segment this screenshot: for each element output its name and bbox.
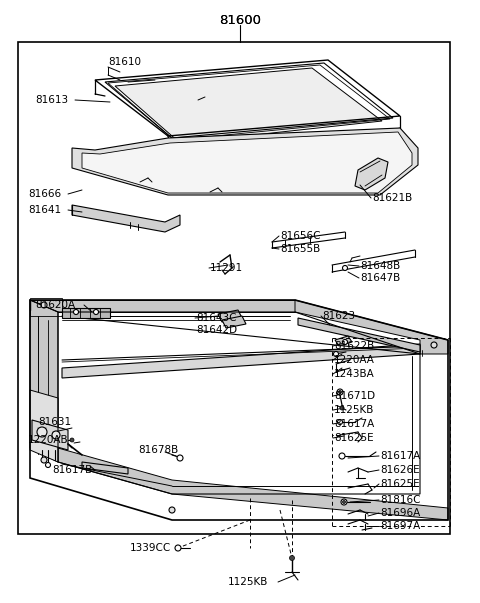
Polygon shape <box>335 336 352 346</box>
Polygon shape <box>72 128 418 195</box>
Text: 81625E: 81625E <box>380 479 420 489</box>
Circle shape <box>52 431 60 439</box>
Circle shape <box>337 420 343 425</box>
Text: 1339CC: 1339CC <box>130 543 171 553</box>
Text: 81697A: 81697A <box>380 521 420 531</box>
Text: 81642D: 81642D <box>196 325 237 335</box>
Text: 81648B: 81648B <box>360 261 400 271</box>
Polygon shape <box>295 300 448 354</box>
Circle shape <box>169 507 175 513</box>
Polygon shape <box>82 462 128 474</box>
Text: 81626E: 81626E <box>380 465 420 475</box>
Circle shape <box>339 453 345 459</box>
Text: 81617A: 81617A <box>334 419 374 429</box>
Polygon shape <box>58 448 448 520</box>
Text: 81625E: 81625E <box>334 433 373 443</box>
Text: 81600: 81600 <box>219 13 261 27</box>
Polygon shape <box>355 158 388 190</box>
Text: 81641: 81641 <box>28 205 61 215</box>
Polygon shape <box>30 300 58 462</box>
Circle shape <box>343 339 348 344</box>
Circle shape <box>70 438 74 442</box>
Text: 81656C: 81656C <box>280 231 321 241</box>
Text: 81617B: 81617B <box>52 465 92 475</box>
Circle shape <box>46 463 50 467</box>
Circle shape <box>177 455 183 461</box>
Text: 1220AA: 1220AA <box>334 355 375 365</box>
Bar <box>18 42 450 534</box>
Text: 81622B: 81622B <box>334 341 374 351</box>
Circle shape <box>37 427 47 437</box>
Circle shape <box>334 352 338 356</box>
Text: 11291: 11291 <box>210 263 243 273</box>
Text: 81671D: 81671D <box>334 391 375 401</box>
Polygon shape <box>115 68 382 143</box>
Circle shape <box>341 499 347 505</box>
Polygon shape <box>82 132 412 193</box>
Text: 81696A: 81696A <box>380 508 420 518</box>
Text: 81678B: 81678B <box>138 445 178 455</box>
Polygon shape <box>62 344 420 378</box>
Text: 81623: 81623 <box>322 311 355 321</box>
Text: 81647B: 81647B <box>360 273 400 283</box>
Circle shape <box>334 352 338 356</box>
Text: 81620A: 81620A <box>35 300 75 310</box>
Text: 81610: 81610 <box>108 57 141 67</box>
Circle shape <box>175 545 181 551</box>
Text: 81816C: 81816C <box>380 495 420 505</box>
Polygon shape <box>32 420 68 450</box>
Circle shape <box>343 265 348 271</box>
Text: 81666: 81666 <box>28 189 61 199</box>
Circle shape <box>340 406 344 410</box>
Text: 81617A: 81617A <box>380 451 420 461</box>
Text: 81631: 81631 <box>38 417 71 427</box>
Circle shape <box>289 555 295 561</box>
Polygon shape <box>222 316 246 328</box>
Polygon shape <box>30 300 448 520</box>
Circle shape <box>338 391 341 394</box>
Text: 81600: 81600 <box>219 13 261 27</box>
Text: 81621B: 81621B <box>372 193 412 203</box>
Text: 1243BA: 1243BA <box>334 369 375 379</box>
Circle shape <box>343 500 346 504</box>
Text: 1220AB: 1220AB <box>28 435 69 445</box>
Text: 81613: 81613 <box>35 95 68 105</box>
Polygon shape <box>218 310 242 322</box>
Circle shape <box>337 389 343 395</box>
Text: 1125KB: 1125KB <box>334 405 374 415</box>
Circle shape <box>41 457 47 463</box>
Text: 81655B: 81655B <box>280 244 320 254</box>
Polygon shape <box>298 318 420 352</box>
Polygon shape <box>30 300 295 312</box>
Text: 81643C: 81643C <box>196 313 237 323</box>
Text: 1125KB: 1125KB <box>228 577 268 587</box>
Circle shape <box>431 342 437 348</box>
Circle shape <box>73 309 79 315</box>
Polygon shape <box>62 308 110 318</box>
Circle shape <box>94 309 98 315</box>
Circle shape <box>41 302 47 308</box>
Polygon shape <box>72 205 180 232</box>
Polygon shape <box>30 390 58 462</box>
